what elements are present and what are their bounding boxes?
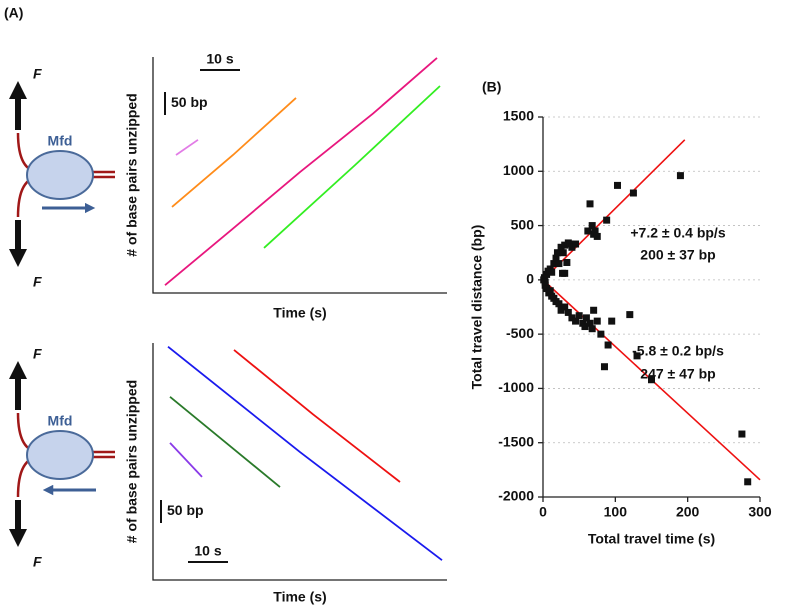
annotation: 200 ± 37 bp — [640, 247, 715, 263]
x-tick-label: 200 — [676, 504, 700, 520]
trace — [169, 442, 203, 478]
y-tick-label: -1000 — [498, 379, 534, 395]
trace — [169, 396, 281, 488]
y-tick-label: -500 — [506, 325, 534, 341]
trace — [167, 345, 443, 561]
point — [559, 249, 567, 257]
force-label: F — [33, 346, 42, 362]
x-axis-label: Time (s) — [273, 305, 326, 321]
axis — [152, 343, 447, 581]
y-tick-label: 1000 — [503, 162, 534, 178]
point — [586, 319, 594, 327]
force-label: F — [33, 554, 42, 570]
scale-bar-label: 50 bp — [167, 502, 204, 518]
point — [561, 241, 569, 249]
scale-bar-label: 50 bp — [171, 94, 208, 110]
point — [588, 222, 596, 230]
point — [590, 306, 598, 314]
point — [548, 268, 556, 276]
annotation: +7.2 ± 0.4 bp/s — [630, 225, 725, 241]
x-axis-label: Total travel time (s) — [588, 531, 715, 547]
point — [568, 314, 576, 322]
point — [582, 314, 590, 322]
point — [559, 269, 567, 277]
trace — [164, 57, 438, 286]
point — [648, 376, 655, 384]
point — [608, 317, 616, 325]
point — [575, 312, 583, 320]
axis — [152, 57, 447, 294]
point — [604, 341, 612, 349]
force-label: F — [33, 66, 42, 82]
force-label: F — [33, 274, 42, 290]
y-tick-label: 500 — [511, 216, 535, 232]
point — [572, 240, 580, 248]
point — [597, 330, 605, 338]
y-axis-label: # of base pairs unzipped — [124, 380, 140, 543]
trace — [263, 85, 441, 249]
schematic: F F Mfd — [9, 66, 115, 290]
point — [738, 430, 746, 438]
point — [588, 325, 596, 333]
protein — [26, 430, 94, 480]
point — [555, 300, 563, 308]
point — [676, 172, 684, 180]
y-tick-label: 0 — [526, 271, 534, 287]
point — [591, 227, 599, 235]
point — [600, 363, 608, 371]
protein-label: Mfd — [48, 133, 73, 149]
point — [586, 200, 594, 208]
point — [546, 287, 554, 295]
point — [552, 254, 560, 262]
point — [614, 181, 622, 189]
point — [584, 227, 592, 235]
y-tick-label: 1500 — [503, 108, 534, 124]
y-axis-label: # of base pairs unzipped — [124, 93, 140, 256]
panel-label: (B) — [482, 79, 501, 95]
trace — [171, 97, 297, 208]
point — [550, 260, 558, 268]
point — [555, 260, 563, 268]
scale-bar-label: 10 s — [206, 51, 233, 67]
point — [593, 232, 601, 240]
point — [553, 249, 561, 257]
point — [561, 303, 569, 311]
panel-label: (A) — [4, 5, 23, 21]
axis — [542, 117, 760, 498]
schematic: F F Mfd — [9, 346, 115, 570]
point — [563, 258, 571, 266]
x-axis-label: Time (s) — [273, 589, 326, 605]
x-tick-label: 300 — [748, 504, 772, 520]
point — [744, 478, 752, 486]
point — [564, 308, 572, 316]
trace — [175, 139, 199, 156]
point — [593, 317, 601, 325]
annotation: 247 ± 47 bp — [640, 366, 715, 382]
point — [557, 306, 565, 314]
protein — [26, 150, 94, 200]
fit-line — [542, 139, 686, 281]
point — [633, 352, 641, 360]
point — [543, 285, 551, 293]
x-tick-label: 0 — [539, 504, 547, 520]
point — [568, 243, 576, 251]
point — [629, 189, 637, 197]
trace — [233, 349, 401, 483]
protein-label: Mfd — [48, 413, 73, 429]
y-axis-label: Total travel distance (bp) — [469, 225, 485, 390]
point — [603, 216, 611, 224]
point — [557, 243, 565, 251]
point — [572, 317, 580, 325]
y-tick-label: -1500 — [498, 433, 534, 449]
point — [626, 311, 634, 319]
point — [581, 323, 589, 331]
scale-bar-label: 10 s — [194, 543, 221, 559]
x-tick-label: 100 — [604, 504, 628, 520]
y-tick-label: -2000 — [498, 488, 534, 504]
annotation: -5.8 ± 0.2 bp/s — [632, 343, 724, 359]
